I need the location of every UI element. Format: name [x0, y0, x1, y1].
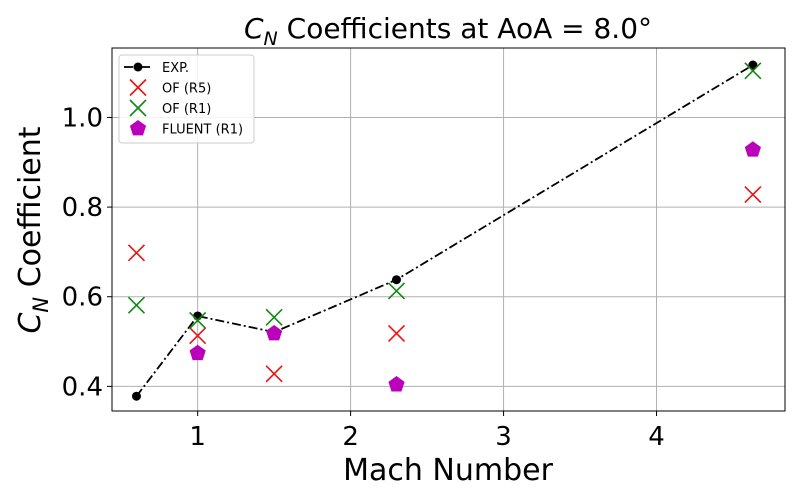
- x-tick-label: 1: [189, 422, 206, 452]
- grid: [112, 48, 785, 411]
- legend: EXP. OF (R5) OF (R1) FLUENT (R1): [118, 54, 255, 144]
- y-tick-label: 0.8: [62, 193, 103, 223]
- legend-item: EXP.: [124, 61, 189, 76]
- legend-label: OF (R5): [162, 82, 211, 97]
- x-marker-stroke: [744, 185, 762, 204]
- x-marker-stroke: [189, 327, 207, 345]
- legend-marker: [129, 120, 147, 136]
- legend-box: [118, 54, 255, 144]
- series-fluent-r1: [189, 141, 761, 392]
- legend-marker: [129, 78, 147, 97]
- data-point: [193, 311, 203, 321]
- data-point: [127, 296, 146, 314]
- data-point: [744, 62, 762, 80]
- y-tick-label: 0.4: [62, 372, 103, 402]
- data-point: [127, 244, 146, 262]
- data-point: [748, 60, 758, 70]
- data-point: [387, 282, 406, 300]
- axis-ticks: 1 2 3 4 0.4 0.6 0.8 1.0: [62, 103, 665, 452]
- y-tick-label: 0.6: [62, 283, 103, 313]
- data-series: [127, 60, 762, 401]
- chart-title: CN Coefficients at AoA = 8.0°: [244, 12, 652, 50]
- x-marker-stroke: [387, 282, 406, 300]
- data-point: [387, 324, 406, 343]
- legend-marker: [129, 99, 147, 117]
- x-marker-stroke: [129, 78, 147, 97]
- data-point: [744, 141, 761, 157]
- data-point: [189, 344, 206, 361]
- x-marker-stroke: [744, 62, 762, 80]
- x-marker-stroke: [129, 99, 147, 117]
- legend-label: FLUENT (R1): [162, 123, 243, 138]
- x-marker-stroke: [265, 308, 283, 326]
- x-tick-label: 4: [648, 422, 665, 452]
- data-point: [265, 365, 283, 383]
- x-marker-stroke: [127, 244, 146, 262]
- x-tick-label: 2: [342, 422, 359, 452]
- data-point: [189, 327, 207, 345]
- legend-item: FLUENT (R1): [129, 120, 243, 138]
- data-point: [388, 376, 405, 392]
- legend-item: OF (R5): [129, 78, 211, 97]
- legend-marker: [133, 62, 143, 72]
- x-tick-label: 3: [495, 422, 512, 452]
- data-point: [391, 275, 401, 285]
- series-line: [135, 64, 754, 397]
- series-of-r5: [127, 185, 762, 383]
- legend-item: OF (R1): [129, 99, 211, 117]
- data-point: [265, 308, 283, 326]
- x-marker-stroke: [387, 324, 406, 343]
- series-of-r1: [127, 62, 762, 330]
- y-tick-label: 1.0: [62, 103, 103, 133]
- data-point: [744, 185, 762, 204]
- data-point: [266, 324, 283, 341]
- x-marker-stroke: [189, 311, 207, 330]
- y-axis-label: CN Coefficient: [13, 126, 53, 333]
- x-marker-stroke: [127, 296, 146, 314]
- legend-label: OF (R1): [162, 102, 211, 117]
- x-marker-stroke: [265, 365, 283, 383]
- data-point: [189, 311, 207, 330]
- data-point: [131, 391, 141, 401]
- legend-label: EXP.: [162, 61, 189, 76]
- plot-frame: [111, 47, 786, 412]
- x-axis-label: Mach Number: [343, 453, 553, 488]
